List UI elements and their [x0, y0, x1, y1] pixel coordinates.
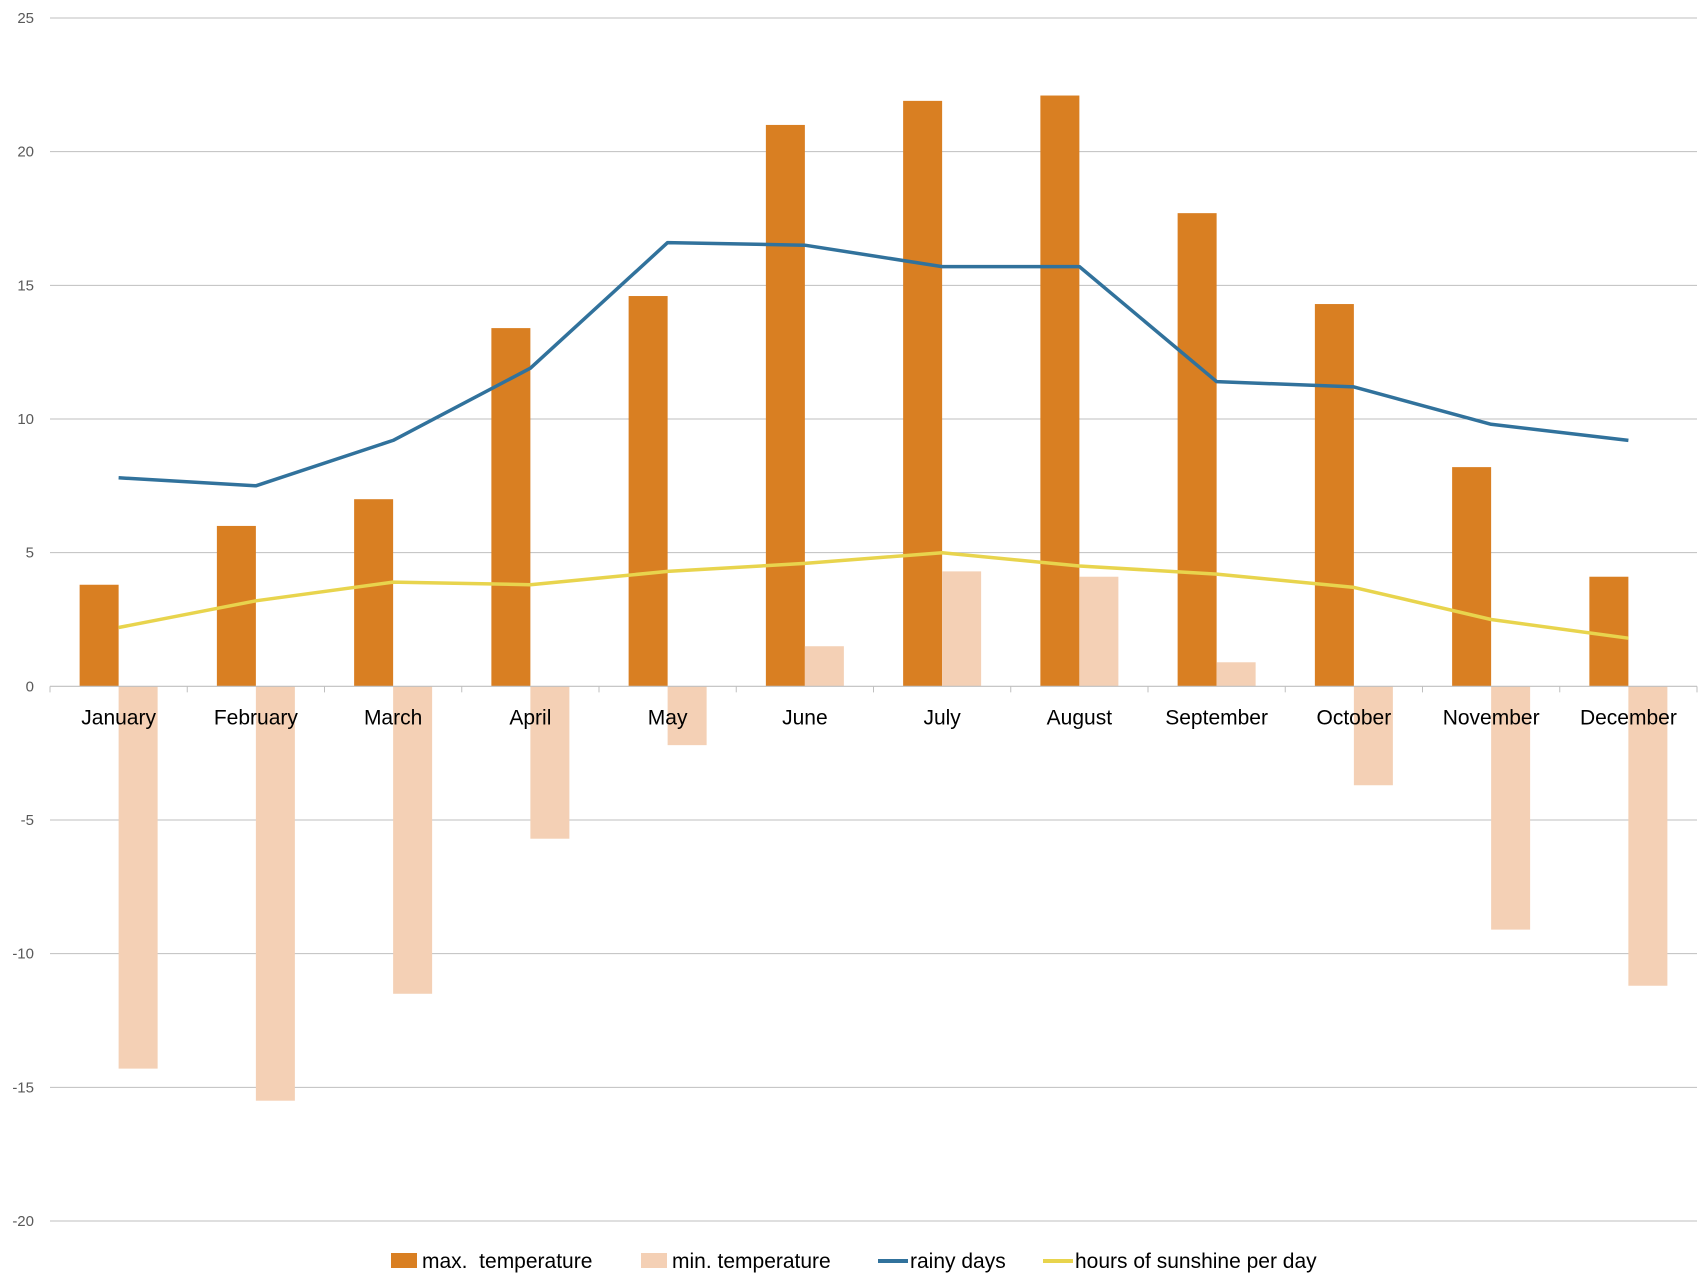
- lines: [118, 240, 1629, 640]
- bar-min-temperature-october: [1353, 686, 1393, 786]
- y-tick-label: 0: [26, 678, 34, 695]
- bar-min-temperature-january: [118, 686, 158, 1069]
- bar-max-temperature-march: [354, 499, 394, 687]
- bar-max-temperature-december: [1589, 576, 1629, 687]
- bar-max-temperature-may: [628, 296, 668, 687]
- gridlines: [50, 17, 1697, 1222]
- bar-min-temperature-march: [393, 686, 433, 994]
- x-category-label: September: [1165, 706, 1268, 729]
- bar-max-temperature-november: [1452, 467, 1492, 687]
- bar-min-temperature-december: [1628, 686, 1668, 986]
- x-axis-category-labels: January February March April May June July Augu…: [81, 706, 1677, 729]
- bar-min-temperature-august: [1079, 576, 1119, 687]
- bar-max-temperature-september: [1177, 213, 1217, 687]
- x-category-label: May: [648, 706, 688, 729]
- legend-min-temperature-swatch: [641, 1253, 667, 1268]
- bar-max-temperature-july: [903, 100, 943, 687]
- x-category-label: July: [923, 706, 961, 729]
- bars: [79, 95, 1668, 1101]
- rainy-days-line: [118, 240, 1629, 488]
- sunshine-hours-line: [118, 550, 1629, 640]
- y-axis-tick-labels: 25 20 15 10 5 0 -5 -10 -15 -20: [12, 10, 34, 1230]
- y-tick-label: 25: [17, 10, 34, 27]
- x-category-label: November: [1443, 706, 1540, 729]
- x-category-label: August: [1047, 706, 1113, 729]
- legend-max-temperature-swatch: [391, 1253, 417, 1268]
- bar-min-temperature-may: [667, 686, 707, 746]
- legend: max. temperature min. temperature rainy da…: [391, 1250, 1317, 1273]
- y-tick-label: 15: [17, 277, 34, 294]
- bar-min-temperature-november: [1491, 686, 1531, 930]
- legend-rainy-days-label: rainy days: [910, 1250, 1006, 1273]
- legend-max-temperature-label: max. temperature: [422, 1250, 592, 1273]
- legend-min-temperature-label: min. temperature: [672, 1250, 831, 1273]
- bar-max-temperature-january: [79, 584, 119, 687]
- y-tick-label: -20: [12, 1213, 34, 1230]
- x-category-label: October: [1317, 706, 1392, 729]
- bar-min-temperature-july: [942, 571, 982, 687]
- bar-min-temperature-february: [255, 686, 295, 1101]
- bar-max-temperature-june: [765, 124, 805, 687]
- y-tick-label: 10: [17, 411, 34, 428]
- y-tick-label: 5: [26, 545, 34, 562]
- x-category-label: January: [81, 706, 156, 729]
- bar-max-temperature-october: [1314, 304, 1354, 687]
- bar-min-temperature-april: [530, 686, 570, 839]
- x-category-label: June: [782, 706, 828, 729]
- y-tick-label: -15: [12, 1079, 34, 1096]
- y-tick-label: -10: [12, 946, 34, 963]
- bar-min-temperature-june: [804, 646, 844, 687]
- y-tick-label: 20: [17, 144, 34, 161]
- x-category-label: March: [364, 706, 422, 729]
- bar-min-temperature-september: [1216, 662, 1256, 687]
- y-tick-label: -5: [21, 812, 34, 829]
- x-category-label: February: [214, 706, 299, 729]
- x-axis: [49, 685, 1698, 693]
- bar-max-temperature-april: [491, 328, 531, 687]
- x-category-label: December: [1580, 706, 1677, 729]
- bar-max-temperature-august: [1040, 95, 1080, 687]
- legend-sunshine-hours-label: hours of sunshine per day: [1075, 1250, 1317, 1273]
- x-category-label: April: [509, 706, 551, 729]
